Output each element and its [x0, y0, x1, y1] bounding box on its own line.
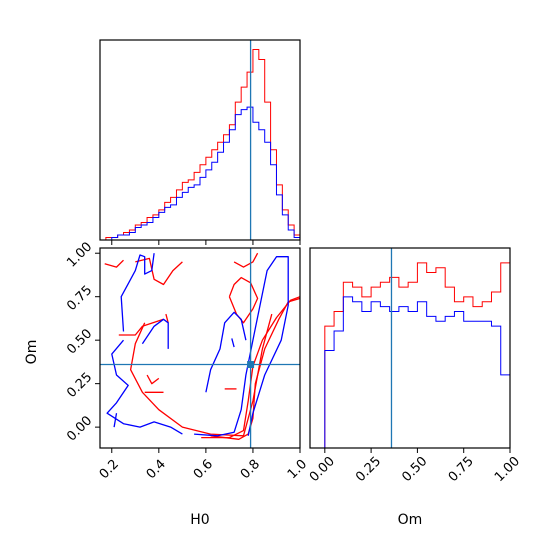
om-x-tick-label: 0.25 [353, 454, 384, 485]
joint-contour-17 [205, 311, 247, 393]
joint-contour-6 [233, 252, 259, 268]
om-histogram-series-1 [324, 296, 511, 448]
joint-contour-11 [104, 259, 124, 268]
joint-contour-14 [106, 339, 183, 435]
joint-contour-10 [165, 313, 169, 323]
h0-histogram-series-1 [100, 106, 301, 241]
joint-contour-16 [113, 413, 118, 428]
h0-om-joint-panel: 0.2 0.4 0.6 0.8 1.0 0.00 0.25 0.50 0.75 1.00 [64, 239, 310, 482]
om-axis-label: Om [24, 340, 40, 365]
om-x-axis-label: Om [398, 512, 423, 528]
joint-contour-15 [120, 253, 155, 332]
joint-frame [99, 247, 301, 449]
om-y-tick-label: 0.25 [64, 370, 95, 401]
h0-histogram-frame [99, 39, 301, 241]
om-y-tick-label: 0.50 [64, 326, 95, 357]
om-y-tick-label: 0.00 [64, 413, 95, 444]
om-x-tick-label: 1.00 [492, 454, 523, 485]
h0-histogram-panel [99, 39, 301, 245]
om-x-tick-label: 0.00 [307, 454, 338, 485]
om-x-tick-label: 0.50 [399, 454, 430, 485]
joint-contour-4 [129, 313, 273, 437]
h0-x-tick-label: 0.4 [144, 457, 169, 482]
om-histogram-frame [309, 247, 511, 449]
joint-contour-2 [118, 318, 164, 336]
h0-x-tick-label: 1.0 [285, 457, 310, 482]
joint-contour-0 [210, 297, 300, 440]
joint-truth-marker [247, 361, 255, 369]
om-histogram-series-0 [324, 262, 511, 448]
h0-axis-label: H0 [190, 512, 209, 528]
h0-x-tick-label: 0.8 [238, 457, 263, 482]
h0-x-tick-label: 0.6 [191, 457, 216, 482]
om-histogram-panel: 0.00 0.25 0.50 0.75 1.00 [307, 247, 523, 485]
joint-contour-12 [194, 256, 289, 437]
h0-histogram-series-0 [100, 49, 301, 241]
joint-contour-8 [146, 374, 160, 385]
joint-contour-13 [141, 318, 169, 349]
om-x-tick-label: 0.75 [446, 454, 477, 485]
h0-x-tick-label: 0.2 [97, 457, 122, 482]
joint-contour-3 [135, 257, 183, 286]
joint-contour-5 [228, 276, 259, 324]
om-y-tick-label: 1.00 [64, 239, 95, 270]
joint-contour-18 [231, 338, 235, 348]
om-y-tick-label: 0.75 [64, 283, 95, 314]
